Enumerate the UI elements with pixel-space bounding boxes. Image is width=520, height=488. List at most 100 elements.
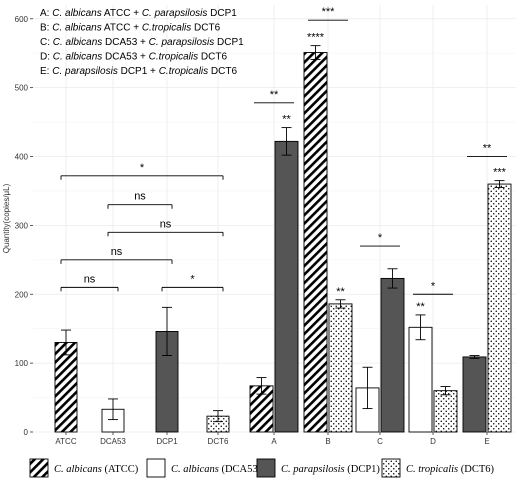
annotation-species: C.tropicalis <box>149 52 198 63</box>
x-tick-label: ATCC <box>55 437 76 446</box>
y-tick-label: 300 <box>15 221 29 230</box>
annotation-text: DCT6 <box>198 52 227 63</box>
error-bar <box>108 398 118 421</box>
comparison-bracket: * <box>161 273 224 292</box>
comparison-bracket: ns <box>107 191 173 209</box>
comparison-label: * <box>190 273 195 285</box>
group-annotation: D: C. albicans DCA53 + C.tropicalis DCT6 <box>40 52 227 63</box>
legend-label: C. albicans (ATCC) <box>54 464 139 475</box>
annotation-text: ATCC + <box>102 23 142 34</box>
error-bar <box>387 268 398 289</box>
annotation-species: C.tropicalis <box>142 23 191 34</box>
comparison-bracket: ns <box>107 218 224 237</box>
x-tick-label: D <box>430 437 436 446</box>
bar-significance-label: *** <box>493 167 507 179</box>
annotation-species: C. albicans <box>53 37 102 48</box>
x-tick-label: DCA53 <box>100 437 126 446</box>
error-bar <box>335 299 346 309</box>
annotation-prefix: D: <box>40 52 53 63</box>
annotation-prefix: E: <box>40 66 52 77</box>
annotation-text: DCT6 <box>191 23 220 34</box>
legend-species: C. albicans <box>171 464 219 475</box>
annotation-species: C. parapsilosis <box>142 8 208 19</box>
comparison-label: *** <box>322 6 336 18</box>
legend-strain: (DCT6) <box>458 464 494 475</box>
legend-swatch <box>256 458 276 478</box>
y-tick-label: 400 <box>15 153 29 162</box>
legend-strain: (DCP1) <box>345 464 381 475</box>
annotation-species: C. albicans <box>52 23 101 34</box>
group-annotation: A: C. albicans ATCC + C. parapsilosis DC… <box>40 8 237 19</box>
comparison-bracket: ** <box>254 89 294 104</box>
comparison-label: ns <box>160 218 172 230</box>
bar-significance-label: ** <box>336 286 345 298</box>
legend-item-dca53: C. albicans (DCA53) <box>146 458 262 478</box>
comparison-label: ns <box>111 246 123 258</box>
bar-significance-label: ** <box>416 301 425 313</box>
bar-significance-label: ** <box>282 114 291 126</box>
y-tick-label: 100 <box>15 359 29 368</box>
legend-label: C. parapsilosis (DCP1) <box>281 464 380 475</box>
group-annotation: B: C. albicans ATCC + C.tropicalis DCT6 <box>40 23 221 34</box>
bar-d-dca53 <box>408 326 433 433</box>
legend-swatch <box>381 458 401 478</box>
bar-b-dct6 <box>328 303 353 433</box>
error-bar <box>281 127 292 156</box>
comparison-label: * <box>431 280 436 292</box>
annotation-species: C. albicans <box>53 52 102 63</box>
annotation-text: DCT6 <box>208 66 237 77</box>
axes: 0 100 200 300 400 500 600 ATCC DCA53 DCP1 DCT6 A B C D… <box>2 15 490 446</box>
comparison-bracket: * <box>60 162 224 180</box>
bar-a-dcp1 <box>274 140 299 433</box>
x-tick-label: C <box>377 437 383 446</box>
annotation-species: C.tropicalis <box>159 66 208 77</box>
legend-item-atcc: C. albicans (ATCC) <box>29 458 139 478</box>
group-annotation: C: C. albicans DCA53 + C. parapsilosis D… <box>40 37 244 48</box>
error-bar <box>362 366 373 410</box>
x-tick-label: E <box>484 437 489 446</box>
legend-label: C. tropicalis (DCT6) <box>406 464 494 475</box>
annotation-text: DCP1 + <box>118 66 159 77</box>
error-bar <box>61 329 71 356</box>
comparison-bracket: *** <box>308 6 348 21</box>
comparison-bracket: * <box>360 232 400 247</box>
bar-e-dcp1 <box>462 356 487 433</box>
legend-species: C. tropicalis <box>406 464 458 475</box>
y-axis-title: Quantity(copies/μL) <box>2 183 11 253</box>
x-tick-label: A <box>271 437 277 446</box>
comparison-label: ** <box>270 89 279 101</box>
comparison-label: ns <box>134 191 146 203</box>
comparison-bracket: ns <box>60 246 173 264</box>
legend-label: C. albicans (DCA53) <box>171 464 262 475</box>
group-annotation: E: C. parapsilosis DCP1 + C.tropicalis D… <box>40 66 237 77</box>
error-bar <box>256 377 267 395</box>
legend-species: C. parapsilosis <box>281 464 345 475</box>
x-tick-label: B <box>325 437 330 446</box>
comparison-bracket: * <box>413 280 453 295</box>
annotation-species: C. parapsilosis <box>149 37 215 48</box>
comparison-label: ns <box>84 273 96 285</box>
comparison-label: * <box>140 162 145 174</box>
error-bar <box>162 306 172 357</box>
group-annotations: A: C. albicans ATCC + C. parapsilosis DC… <box>40 8 244 77</box>
error-bar <box>213 410 223 423</box>
x-tick-label: DCP1 <box>156 437 178 446</box>
comparison-bracket: ns <box>60 273 119 292</box>
legend-strain: (ATCC) <box>102 464 139 475</box>
legend-item-dct6: C. tropicalis (DCT6) <box>381 458 494 478</box>
bar-e-dct6 <box>487 183 512 433</box>
y-tick-label: 0 <box>24 428 29 437</box>
annotation-text: DCA53 + <box>102 52 148 63</box>
x-tick-label: DCT6 <box>208 437 229 446</box>
error-bar <box>440 386 451 396</box>
bar-d-dct6 <box>433 390 458 433</box>
bar-significance-label: **** <box>307 32 325 44</box>
bars <box>54 52 512 433</box>
y-tick-label: 200 <box>15 290 29 299</box>
comparison-bracket: ** <box>467 143 507 157</box>
annotation-text: DCP1 <box>207 8 237 19</box>
annotation-species: C. parapsilosis <box>52 66 118 77</box>
error-bar <box>494 180 505 188</box>
annotation-text: DCP1 <box>214 37 244 48</box>
